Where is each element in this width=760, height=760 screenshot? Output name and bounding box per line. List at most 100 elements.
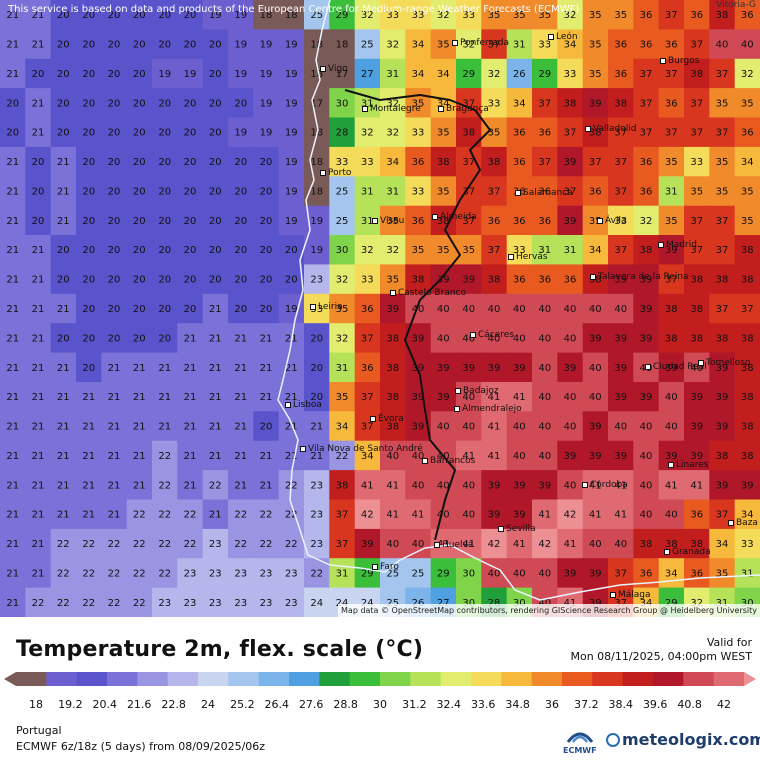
grid-value: 40 <box>513 568 526 579</box>
grid-value: 19 <box>184 69 197 80</box>
grid-cell <box>532 411 558 442</box>
grid-cell <box>430 264 457 295</box>
grid-cell <box>152 323 178 354</box>
grid-cell <box>709 29 736 60</box>
grid-value: 34 <box>412 40 425 51</box>
grid-value: 37 <box>716 245 729 256</box>
grid-value: 31 <box>741 568 754 579</box>
grid-cell <box>506 323 533 354</box>
grid-value: 20 <box>184 245 197 256</box>
grid-value: 22 <box>133 510 146 521</box>
grid-cell <box>101 499 128 530</box>
grid-value: 21 <box>32 392 45 403</box>
grid-cell <box>430 88 457 119</box>
grid-cell <box>557 499 584 530</box>
grid-cell <box>456 528 482 559</box>
grid-value: 40 <box>437 333 450 344</box>
grid-value: 39 <box>665 363 678 374</box>
grid-cell <box>202 352 229 383</box>
grid-cell <box>557 58 584 89</box>
grid-value: 20 <box>108 304 121 315</box>
grid-value: 32 <box>488 69 501 80</box>
grid-cell <box>532 499 558 530</box>
grid-value: 39 <box>589 333 602 344</box>
grid-value: 21 <box>6 568 19 579</box>
grid-value: 39 <box>437 275 450 286</box>
grid-value: 21 <box>82 510 95 521</box>
grid-value: 33 <box>412 187 425 198</box>
grid-cell <box>76 29 102 60</box>
grid-cell <box>658 0 685 30</box>
grid-cell <box>76 293 102 324</box>
grid-value: 40 <box>462 304 475 315</box>
grid-cell <box>582 0 609 30</box>
grid-cell <box>684 440 710 471</box>
grid-value: 25 <box>386 568 399 579</box>
meteologix-logo[interactable]: meteologix.com <box>606 730 760 749</box>
grid-value: 21 <box>32 304 45 315</box>
grid-value: 20 <box>158 157 171 168</box>
grid-value: 37 <box>336 510 349 521</box>
grid-cell <box>354 323 381 354</box>
grid-value: 28 <box>336 128 349 139</box>
city-label: Linares <box>668 460 708 470</box>
grid-value: 37 <box>462 216 475 227</box>
grid-cell <box>734 235 760 265</box>
grid-value: 33 <box>361 275 374 286</box>
grid-value: 21 <box>234 422 247 433</box>
grid-cell <box>76 528 102 559</box>
grid-cell <box>228 528 254 559</box>
grid-cell <box>405 440 432 471</box>
map-view[interactable]: 21 21 20 20 20 20 20 20 19 19 18 18 25 29 32 33 33 32 33 35… <box>0 0 760 617</box>
grid-cell <box>126 587 153 617</box>
meteologix-logo-text: meteologix.com <box>622 730 760 749</box>
grid-value: 37 <box>614 598 627 609</box>
grid-cell <box>582 558 609 589</box>
grid-cell <box>126 88 153 119</box>
grid-value: 19 <box>260 98 273 109</box>
grid-cell <box>304 587 330 617</box>
grid-value: 34 <box>741 157 754 168</box>
grid-value: 40 <box>665 422 678 433</box>
grid-cell <box>506 235 533 265</box>
grid-cell <box>557 352 584 383</box>
city-dot-icon <box>698 359 704 366</box>
grid-cell <box>709 146 736 177</box>
grid-value: 30 <box>336 98 349 109</box>
grid-cell <box>684 411 710 442</box>
grid-cell <box>278 146 305 177</box>
grid-value: 21 <box>57 157 70 168</box>
grid-value: 37 <box>665 10 678 21</box>
grid-value: 40 <box>462 480 475 491</box>
grid-value: 21 <box>133 392 146 403</box>
city-label: Baza <box>728 518 758 528</box>
grid-value: 21 <box>32 480 45 491</box>
grid-cell <box>684 499 710 530</box>
grid-value: 32 <box>336 275 349 286</box>
grid-value: 39 <box>716 422 729 433</box>
legend-tick-label: 40.8 <box>677 698 702 711</box>
grid-value: 20 <box>32 187 45 198</box>
grid-cell <box>582 352 609 383</box>
grid-value: 38 <box>564 98 577 109</box>
grid-cell <box>684 264 710 295</box>
grid-value: 20 <box>260 157 273 168</box>
city-label: Burgos <box>660 56 699 66</box>
city-dot-icon <box>320 65 326 72</box>
legend-min-arrow-icon <box>4 672 16 686</box>
grid-value: 20 <box>234 245 247 256</box>
city-dot-icon <box>372 563 378 570</box>
city-dot-icon <box>362 105 368 112</box>
grid-cell <box>608 382 634 412</box>
grid-value: 20 <box>133 40 146 51</box>
grid-value: 20 <box>209 245 222 256</box>
grid-value: 38 <box>690 275 703 286</box>
grid-value: 21 <box>108 510 121 521</box>
grid-cell <box>582 440 609 471</box>
grid-value: 35 <box>690 187 703 198</box>
grid-cell <box>304 264 330 295</box>
city-dot-icon <box>668 461 674 468</box>
city-label: Bragança <box>438 104 489 114</box>
grid-cell <box>253 29 280 60</box>
city-dot-icon <box>432 213 438 220</box>
